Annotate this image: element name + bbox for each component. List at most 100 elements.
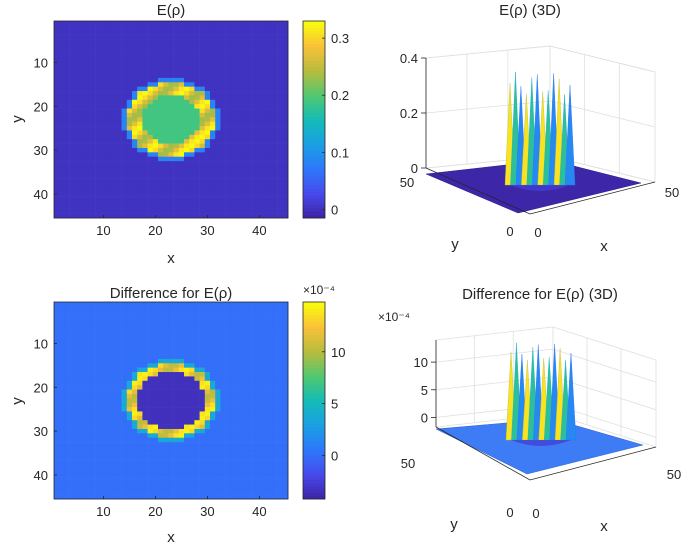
colorbar-swatch [303,168,325,173]
heatmap-cell [251,161,258,166]
heatmap-cell [215,139,221,144]
heatmap-cell [152,389,159,395]
heatmap-cell [173,415,180,421]
heatmap-cell [178,178,185,184]
heatmap-cell [132,328,138,333]
heatmap-cell [184,73,190,79]
heatmap-cell [241,363,247,368]
heatmap-cell [137,372,143,377]
heatmap-cell [251,196,258,201]
heatmap-cell [95,306,102,312]
heatmap-cell [184,341,190,347]
heatmap-cell [173,104,180,109]
heatmap-cell [168,450,174,456]
heatmap-cell [204,350,211,355]
heatmap-cell [173,121,180,127]
heatmap-cell [100,420,107,425]
heatmap-cell [173,485,180,491]
heatmap-cell [236,306,242,312]
heatmap-cell [194,310,200,316]
heatmap-cell [106,420,112,425]
heatmap-cell [236,134,242,140]
heatmap-cell [267,481,273,487]
heatmap-cell [121,69,128,74]
heatmap-cell [126,485,133,491]
heatmap-cell [215,126,221,131]
heatmap-cell [199,389,206,395]
heatmap-cell [126,91,133,96]
heatmap-cell [277,204,284,210]
heatmap-cell [173,389,180,395]
heatmap-cell [158,446,164,452]
heatmap-cell [210,358,216,364]
heatmap-cell [85,42,91,48]
heatmap-cell [152,398,159,403]
heatmap-cell [184,143,190,149]
heatmap-cell [272,407,278,412]
heatmap-cell [210,398,216,403]
heatmap-cell [64,121,70,127]
heatmap-cell [173,69,180,74]
heatmap-cell [54,99,60,105]
heatmap-cell [59,310,65,316]
heatmap-cell [230,91,237,96]
heatmap-cell [137,341,143,347]
heatmap-cell [230,380,237,386]
heatmap-cell [178,494,185,500]
heatmap-cell [215,306,221,312]
heatmap-cell [194,112,200,118]
heatmap-cell [178,332,185,338]
heatmap-cell [230,398,237,403]
heatmap-cell [116,126,122,131]
colorbar-swatch [303,446,325,451]
heatmap-cell [184,152,190,158]
colorbar-swatch [303,318,325,323]
heatmap-cell [158,209,164,214]
heatmap-cell [173,191,180,197]
heatmap-cell [80,302,86,307]
heatmap-cell [90,191,96,197]
heatmap-cell [178,398,185,403]
heatmap-cell [74,323,81,329]
heatmap-cell [230,459,237,465]
heatmap-cell [262,376,268,382]
heatmap-cell [256,34,263,39]
heatmap-cell [262,86,268,92]
heatmap-cell [116,415,122,421]
heatmap-cell [64,459,70,465]
y-tick-label: 50 [401,456,415,471]
heatmap-cell [106,319,112,325]
heatmap-cell [251,108,258,114]
heatmap-cell [272,156,278,162]
heatmap-cell [121,424,128,430]
heatmap-cell [184,459,190,465]
heatmap-cell [95,345,102,351]
heatmap-cell [173,139,180,144]
heatmap-cell [173,56,180,61]
heatmap-cell [189,174,195,179]
heatmap-cell [184,47,190,52]
heatmap-cell [69,323,76,329]
heatmap-cell [74,86,81,92]
heatmap-cell [262,169,268,175]
heatmap-cell [116,200,122,206]
heatmap-cell [111,169,117,175]
heatmap-cell [147,481,154,487]
heatmap-cell [230,328,237,333]
heatmap-cell [210,350,216,355]
heatmap-cell [106,428,112,434]
heatmap-cell [236,350,242,355]
heatmap-cell [80,450,86,456]
heatmap-cell [272,134,278,140]
heatmap-cell [277,442,284,447]
heatmap-cell [106,77,112,83]
heatmap-cell [194,323,200,329]
heatmap-cell [142,428,148,434]
heatmap-cell [90,139,96,144]
heatmap-cell [54,442,60,447]
heatmap-cell [241,25,247,31]
heatmap-cell [116,380,122,386]
heatmap-cell [241,424,247,430]
heatmap-cell [111,82,117,87]
heatmap-cell [54,21,60,26]
